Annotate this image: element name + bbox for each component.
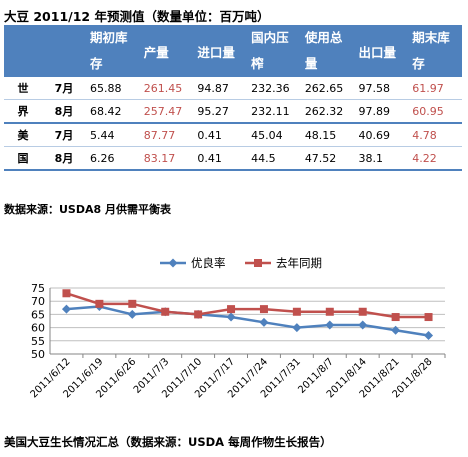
- value-cell: 0.41: [193, 123, 248, 147]
- data-point: [358, 320, 368, 330]
- chart-caption: 美国大豆生长情况汇总（数据来源：USDA 每周作物生长报告）: [4, 435, 332, 449]
- y-tick-label: 70: [31, 295, 45, 308]
- y-tick-label: 65: [31, 308, 45, 321]
- value-cell: 232.36: [247, 77, 301, 100]
- header-cell: 产量: [139, 25, 194, 77]
- value-cell: 262.32: [300, 99, 355, 124]
- value-cell: 40.69: [354, 123, 409, 147]
- country-char: 美: [4, 123, 42, 147]
- data-point: [292, 307, 301, 316]
- table-row: 界 8月 68.42 257.47 95.27 232.11 262.32 97…: [4, 99, 462, 124]
- data-point: [227, 305, 236, 314]
- y-tick-label: 60: [31, 322, 45, 335]
- table-row: 世 7月 65.88 261.45 94.87 232.36 262.65 97…: [4, 77, 462, 100]
- data-point: [259, 305, 268, 314]
- forecast-table: 期初库存 产量 进口量 国内压榨 使用总量 出口量 期末库存 世 7月 65.8…: [4, 25, 462, 171]
- legend-marker: [254, 259, 262, 267]
- value-cell: 97.89: [354, 99, 409, 124]
- country-char: 国: [4, 146, 42, 171]
- data-point: [194, 310, 203, 319]
- header-cell: 期初库存: [86, 25, 140, 77]
- month-cell: 8月: [42, 146, 86, 171]
- value-cell: 5.44: [86, 123, 140, 147]
- source-note: 数据来源：USDA8 月供需平衡表: [4, 203, 171, 216]
- value-cell: 95.27: [193, 99, 248, 124]
- data-point: [61, 304, 71, 314]
- value-cell: 68.42: [86, 99, 140, 124]
- country-char: 世: [4, 77, 42, 100]
- value-cell: 261.45: [139, 77, 194, 100]
- y-tick-label: 50: [31, 348, 45, 361]
- value-cell: 94.87: [193, 77, 248, 100]
- y-tick-label: 75: [31, 282, 45, 295]
- data-point: [424, 313, 433, 322]
- value-cell: 87.77: [139, 123, 194, 147]
- data-point: [62, 289, 71, 298]
- data-point: [95, 299, 104, 308]
- legend-label: 去年同期: [276, 256, 322, 270]
- y-tick-label: 55: [31, 335, 45, 348]
- data-point: [391, 313, 400, 322]
- table-header-row: 期初库存 产量 进口量 国内压榨 使用总量 出口量 期末库存: [4, 25, 462, 77]
- data-point: [292, 323, 302, 333]
- value-cell: 4.22: [408, 146, 462, 171]
- value-cell: 83.17: [139, 146, 194, 171]
- header-cell: 出口量: [354, 25, 409, 77]
- value-cell: 61.97: [408, 77, 462, 100]
- month-cell: 7月: [42, 77, 86, 100]
- month-cell: 7月: [42, 123, 86, 147]
- header-cell: 进口量: [193, 25, 248, 77]
- series-line-2: [66, 292, 429, 319]
- header-empty: [4, 25, 42, 77]
- data-point: [325, 307, 334, 316]
- month-cell: 8月: [42, 99, 86, 124]
- data-point: [128, 299, 137, 308]
- value-cell: 257.47: [139, 99, 194, 124]
- header-cell: 国内压榨: [247, 25, 301, 77]
- header-cell: 使用总量: [300, 25, 355, 77]
- legend-label: 优良率: [191, 256, 226, 270]
- value-cell: 38.1: [354, 146, 409, 171]
- data-point: [259, 317, 269, 327]
- data-point: [127, 309, 137, 319]
- data-point: [226, 312, 236, 322]
- value-cell: 44.5: [247, 146, 301, 171]
- value-cell: 47.52: [300, 146, 355, 171]
- value-cell: 4.78: [408, 123, 462, 147]
- country-char: 界: [4, 99, 42, 124]
- series-line-1: [66, 305, 429, 337]
- data-point: [325, 320, 335, 330]
- value-cell: 65.88: [86, 77, 140, 100]
- data-point: [161, 307, 170, 316]
- value-cell: 60.95: [408, 99, 462, 124]
- header-cell: 期末库存: [408, 25, 462, 77]
- table-row: 国 8月 6.26 83.17 0.41 44.5 47.52 38.1 4.2…: [4, 146, 462, 171]
- value-cell: 232.11: [247, 99, 301, 124]
- data-point: [424, 331, 434, 341]
- value-cell: 262.65: [300, 77, 355, 100]
- value-cell: 45.04: [247, 123, 301, 147]
- value-cell: 97.58: [354, 77, 409, 100]
- value-cell: 6.26: [86, 146, 140, 171]
- data-point: [358, 307, 367, 316]
- crop-condition-chart: 5055606570752011/6/122011/6/192011/6/262…: [29, 256, 446, 400]
- header-empty: [42, 25, 86, 77]
- page-title: 大豆 2011/12 年预测值（数量单位：百万吨）: [4, 9, 270, 24]
- data-point: [391, 325, 401, 335]
- table-row: 美 7月 5.44 87.77 0.41 45.04 48.15 40.69 4…: [4, 123, 462, 147]
- value-cell: 48.15: [300, 123, 355, 147]
- value-cell: 0.41: [193, 146, 248, 171]
- legend-marker: [168, 258, 178, 268]
